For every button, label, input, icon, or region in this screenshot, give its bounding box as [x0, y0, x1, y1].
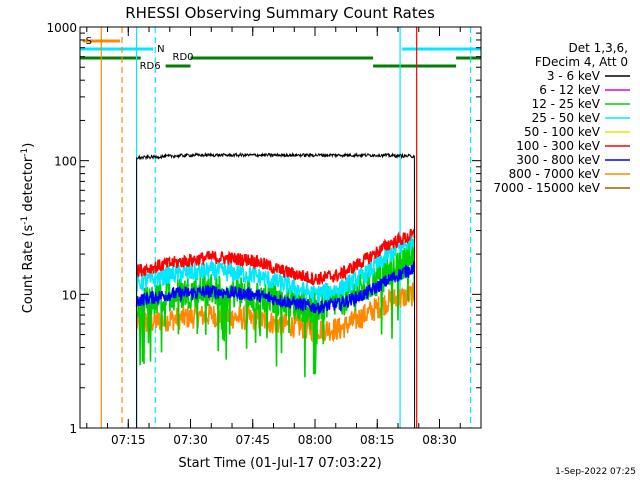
legend-item-label: 25 - 50 keV	[532, 111, 601, 125]
x-axis-label: Start Time (01-Jul-17 07:03:22)	[178, 456, 381, 471]
y-axis-label-end: )	[21, 143, 36, 148]
series-group	[135, 151, 416, 429]
plot-frame	[79, 26, 482, 429]
legend-item-label: 3 - 6 keV	[547, 69, 601, 83]
y-tick-label: 100	[54, 155, 77, 169]
flag-s-label: S	[86, 36, 92, 47]
y-axis-label-sup2: -1	[20, 148, 30, 157]
series-line	[135, 239, 416, 378]
series-line	[135, 227, 416, 286]
series-line	[136, 151, 416, 429]
vertical-markers	[100, 27, 472, 428]
series-line	[135, 261, 416, 316]
flag-rd6-label: RD6	[140, 61, 161, 72]
y-axis-label-mid: detector	[21, 156, 36, 216]
y-tick-label: 10	[62, 288, 77, 302]
series-line	[135, 231, 415, 303]
y-axis-label: Count Rate (s-1 detector-1)	[20, 143, 36, 314]
legend-item-label: 100 - 300 keV	[516, 139, 600, 153]
x-tick-label: 08:30	[422, 433, 457, 447]
x-tick-label: 08:15	[360, 433, 395, 447]
chart-title: RHESSI Observing Summary Count Rates	[125, 4, 435, 22]
legend-item-label: 12 - 25 keV	[532, 97, 601, 111]
legend-header-1: Det 1,3,6,	[569, 41, 629, 55]
footer-date: 1-Sep-2022 07:25	[555, 467, 636, 477]
legend-item-label: 50 - 100 keV	[524, 125, 601, 139]
legend-item-label: 300 - 800 keV	[516, 153, 600, 167]
x-axis-ticks: 07:15 07:30 07:45 08:00 08:15 08:30	[86, 27, 482, 447]
x-tick-label: 07:45	[235, 433, 270, 447]
x-tick-label: 07:15	[111, 433, 146, 447]
x-tick-label: 08:00	[298, 433, 333, 447]
legend-header-2: FDecim 4, Att 0	[535, 55, 628, 69]
flag-rd0-label: RD0	[173, 52, 194, 63]
flag-n-label: N	[157, 44, 164, 55]
y-tick-label: 1	[69, 422, 77, 436]
y-tick-label: 1000	[46, 21, 77, 35]
flag-bars: S N RD0 RD6	[80, 36, 481, 72]
legend-item-label: 7000 - 15000 keV	[493, 181, 600, 195]
legend-item-label: 800 - 7000 keV	[509, 167, 601, 181]
legend-item-label: 6 - 12 keV	[539, 83, 601, 97]
y-axis-label-sup1: -1	[20, 216, 30, 225]
y-axis-label-main: Count Rate (s	[21, 225, 36, 314]
y-axis-ticks: 1 10 100 1000	[46, 21, 481, 436]
x-tick-label: 07:30	[173, 433, 208, 447]
